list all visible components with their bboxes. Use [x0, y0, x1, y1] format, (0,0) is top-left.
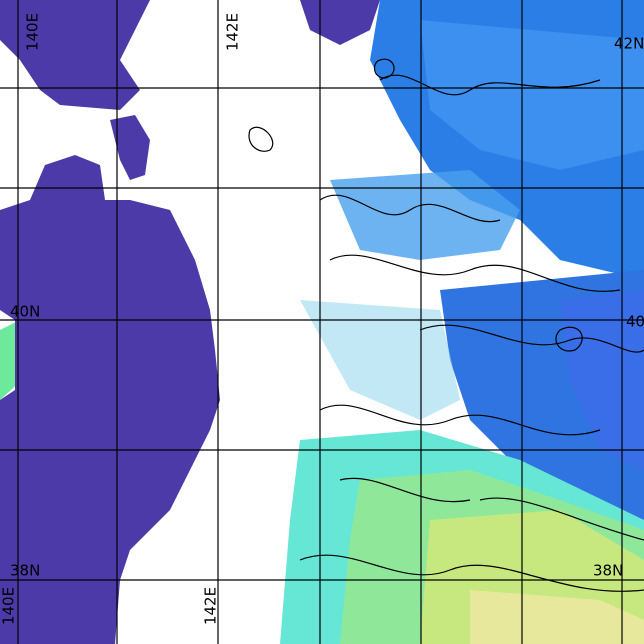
land	[0, 0, 380, 644]
lat-label: 38N	[593, 562, 623, 580]
lat-label: 38N	[10, 562, 40, 580]
lat-label: 40N	[626, 313, 644, 331]
contours	[248, 58, 644, 592]
lon-label: 142E	[224, 13, 242, 51]
lon-label: 140E	[24, 13, 42, 51]
lat-label: 42N	[614, 35, 644, 53]
lat-label: 40N	[10, 303, 40, 321]
lon-label: 142E	[202, 587, 220, 625]
grid-labels: 140E 142E 40N 38N 140E 142E 42N 40N 38N	[0, 13, 644, 625]
lon-label: 140E	[0, 587, 18, 625]
